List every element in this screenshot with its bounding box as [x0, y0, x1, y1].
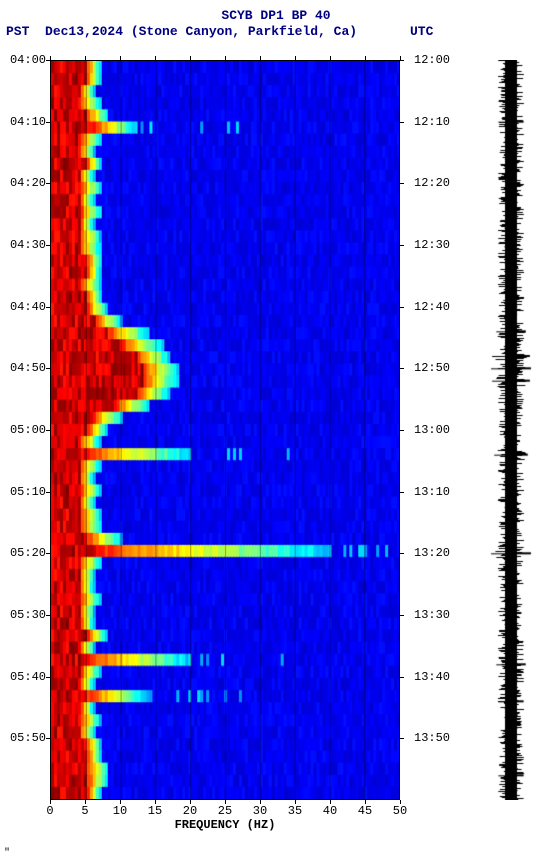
ytick-right: 13:50	[414, 731, 450, 745]
ytick-right: 12:30	[414, 238, 450, 252]
chart-title: SCYB DP1 BP 40	[0, 8, 552, 23]
xtick: 25	[218, 804, 232, 818]
waveform-canvas	[490, 60, 532, 800]
ytick-right: 12:40	[414, 300, 450, 314]
xtick: 15	[148, 804, 162, 818]
xtick: 45	[358, 804, 372, 818]
timezone-right: UTC	[410, 24, 433, 39]
waveform-plot	[490, 60, 532, 800]
ytick-left: 04:10	[2, 115, 46, 129]
ytick-right: 12:20	[414, 176, 450, 190]
xtick: 35	[288, 804, 302, 818]
ytick-right: 12:00	[414, 53, 450, 67]
ytick-left: 04:40	[2, 300, 46, 314]
xtick: 30	[253, 804, 267, 818]
xtick: 5	[81, 804, 88, 818]
xtick: 0	[46, 804, 53, 818]
footer-mark: "	[4, 848, 10, 859]
ytick-left: 05:30	[2, 608, 46, 622]
xtick: 10	[113, 804, 127, 818]
spectrogram-canvas	[51, 61, 399, 799]
xtick: 50	[393, 804, 407, 818]
ytick-right: 12:50	[414, 361, 450, 375]
spectrogram-plot	[50, 60, 400, 800]
ytick-left: 04:20	[2, 176, 46, 190]
x-axis-label: FREQUENCY (HZ)	[50, 818, 400, 832]
ytick-left: 05:10	[2, 485, 46, 499]
xtick: 40	[323, 804, 337, 818]
ytick-left: 04:30	[2, 238, 46, 252]
ytick-right: 13:40	[414, 670, 450, 684]
ytick-left: 05:00	[2, 423, 46, 437]
ytick-right: 12:10	[414, 115, 450, 129]
ytick-right: 13:00	[414, 423, 450, 437]
ytick-left: 05:50	[2, 731, 46, 745]
xtick: 20	[183, 804, 197, 818]
ytick-right: 13:10	[414, 485, 450, 499]
chart-header: SCYB DP1 BP 40	[0, 8, 552, 23]
ytick-right: 13:20	[414, 546, 450, 560]
ytick-left: 05:40	[2, 670, 46, 684]
timezone-left: PST Dec13,2024 (Stone Canyon, Parkfield,…	[6, 24, 357, 39]
ytick-right: 13:30	[414, 608, 450, 622]
ytick-left: 04:50	[2, 361, 46, 375]
ytick-left: 04:00	[2, 53, 46, 67]
ytick-left: 05:20	[2, 546, 46, 560]
